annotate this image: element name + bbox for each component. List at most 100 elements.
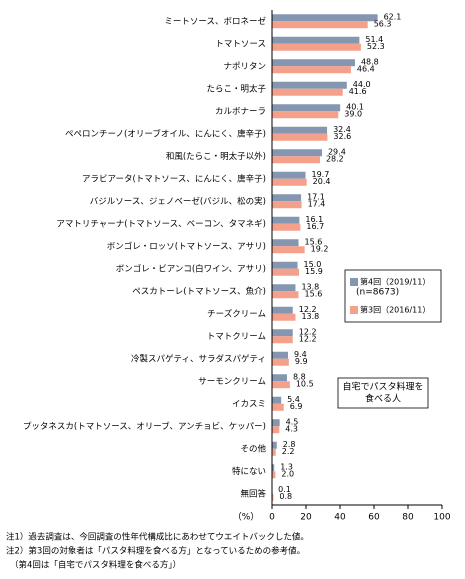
category-label: チーズクリーム (207, 308, 266, 319)
note: 注2）第3回の対象者は「パスタ料理を食べる方」となっているための参考値。 (6, 546, 305, 557)
value-label: 28.2 (326, 154, 344, 163)
value-label: 20.4 (313, 177, 331, 186)
category-label: プッタネスカ(トマトソース、オリーブ、アンチョビ、ケッパー) (23, 421, 266, 432)
category-label: イカスミ (232, 399, 266, 409)
x-tick-label: 100 (433, 513, 450, 523)
value-label: 51.4 (365, 35, 383, 44)
value-label: 32.4 (333, 125, 351, 134)
bar (272, 351, 288, 359)
bar (272, 374, 287, 382)
category-label: 冷製スパゲティ、サラダスパゲティ (131, 353, 266, 364)
value-label: 1.3 (280, 462, 293, 471)
note: （第4回は「自宅でパスタ料理を食べる方」） (10, 560, 181, 571)
value-label: 15.6 (305, 289, 323, 298)
legend-label: 第4回（2019/11） (360, 277, 430, 287)
bar (272, 216, 300, 224)
value-label: 15.6 (305, 237, 323, 246)
value-label: 41.6 (349, 87, 367, 96)
bar (272, 59, 355, 67)
bar (272, 178, 307, 186)
x-tick-label: 40 (334, 513, 346, 523)
value-label: 46.4 (357, 64, 375, 73)
bar (272, 171, 306, 179)
value-label: 6.9 (290, 402, 303, 411)
bar (272, 239, 299, 247)
bar (272, 21, 368, 29)
value-label: 12.2 (299, 334, 317, 343)
value-label: 19.7 (311, 170, 329, 179)
bar (272, 111, 339, 119)
category-label: アラビアータ(トマトソース、にんにく、唐辛子) (82, 173, 266, 184)
bar (272, 261, 298, 269)
bar (272, 246, 305, 254)
x-tick-label: 60 (368, 513, 380, 523)
value-label: 40.1 (346, 102, 364, 111)
value-label: 32.6 (333, 132, 351, 141)
bar (272, 403, 284, 411)
category-label: トマトクリーム (207, 332, 266, 342)
x-tick-label: 80 (402, 513, 414, 523)
legend-label: 第3回（2016/11） (360, 305, 430, 315)
category-label: ペペロンチーノ(オリーブオイル、にんにく、唐辛子) (65, 128, 266, 139)
bar (272, 66, 351, 74)
value-label: 0.8 (279, 492, 292, 501)
value-label: 13.8 (301, 312, 319, 321)
bar (272, 358, 289, 366)
bar (272, 36, 360, 44)
category-label: バジルソース、ジェノベーゼ(バジル、松の実) (90, 196, 266, 207)
value-label: 56.3 (374, 19, 392, 28)
bar (272, 471, 276, 479)
value-label: 8.8 (293, 372, 306, 381)
bar (272, 306, 293, 314)
category-label: たらこ・明太子 (206, 83, 266, 94)
category-label: ボンゴレ・ビアンコ(白ワイン、アサリ) (116, 263, 266, 274)
value-label: 2.0 (281, 469, 294, 478)
bar (272, 313, 296, 321)
annotation: 自宅でパスタ料理を (342, 381, 423, 393)
value-label: 62.1 (384, 12, 402, 21)
category-label: 和風(たらこ・明太子以外) (166, 151, 266, 162)
legend-swatch (350, 306, 358, 314)
value-label: 16.7 (306, 222, 324, 231)
bar (272, 336, 293, 344)
value-label: 15.0 (304, 260, 322, 269)
category-label: サーモンクリーム (198, 377, 266, 387)
value-label: 9.9 (295, 357, 308, 366)
bar (272, 156, 320, 164)
category-label: ボンゴレ・ロッソ(トマトソース、アサリ) (107, 241, 266, 252)
bar (272, 43, 361, 51)
bar (272, 441, 277, 449)
value-label: 4.5 (286, 417, 299, 426)
legend-note: (n=8673) (356, 288, 399, 298)
bar (272, 381, 290, 389)
value-label: 2.8 (283, 440, 296, 449)
value-label: 4.3 (285, 424, 298, 433)
bar (272, 493, 274, 501)
bar (272, 396, 282, 404)
bar (272, 88, 343, 96)
bar (272, 194, 302, 202)
value-label: 15.9 (305, 267, 323, 276)
annotation-box (337, 377, 429, 409)
x-axis-label: （%） (233, 512, 260, 523)
bar (272, 291, 299, 299)
legend-box (344, 269, 442, 323)
value-label: 12.2 (299, 327, 317, 336)
value-label: 19.2 (311, 244, 329, 253)
value-label: 13.8 (301, 282, 319, 291)
category-label: トマトソース (215, 39, 266, 49)
value-label: 12.2 (299, 305, 317, 314)
category-label: ミートソース、ボロネーゼ (164, 16, 266, 27)
value-label: 17.4 (308, 199, 326, 208)
category-label: その他 (240, 443, 266, 454)
x-tick-label: 0 (269, 513, 275, 523)
bar (272, 223, 301, 231)
bar (272, 133, 328, 141)
value-label: 39.0 (344, 109, 362, 118)
value-label: 9.4 (294, 350, 307, 359)
value-label: 10.5 (296, 379, 314, 388)
bar (272, 419, 280, 427)
value-label: 17.1 (307, 192, 325, 201)
bar (272, 104, 341, 112)
category-label: ペスカトーレ(トマトソース、魚介) (132, 286, 266, 297)
